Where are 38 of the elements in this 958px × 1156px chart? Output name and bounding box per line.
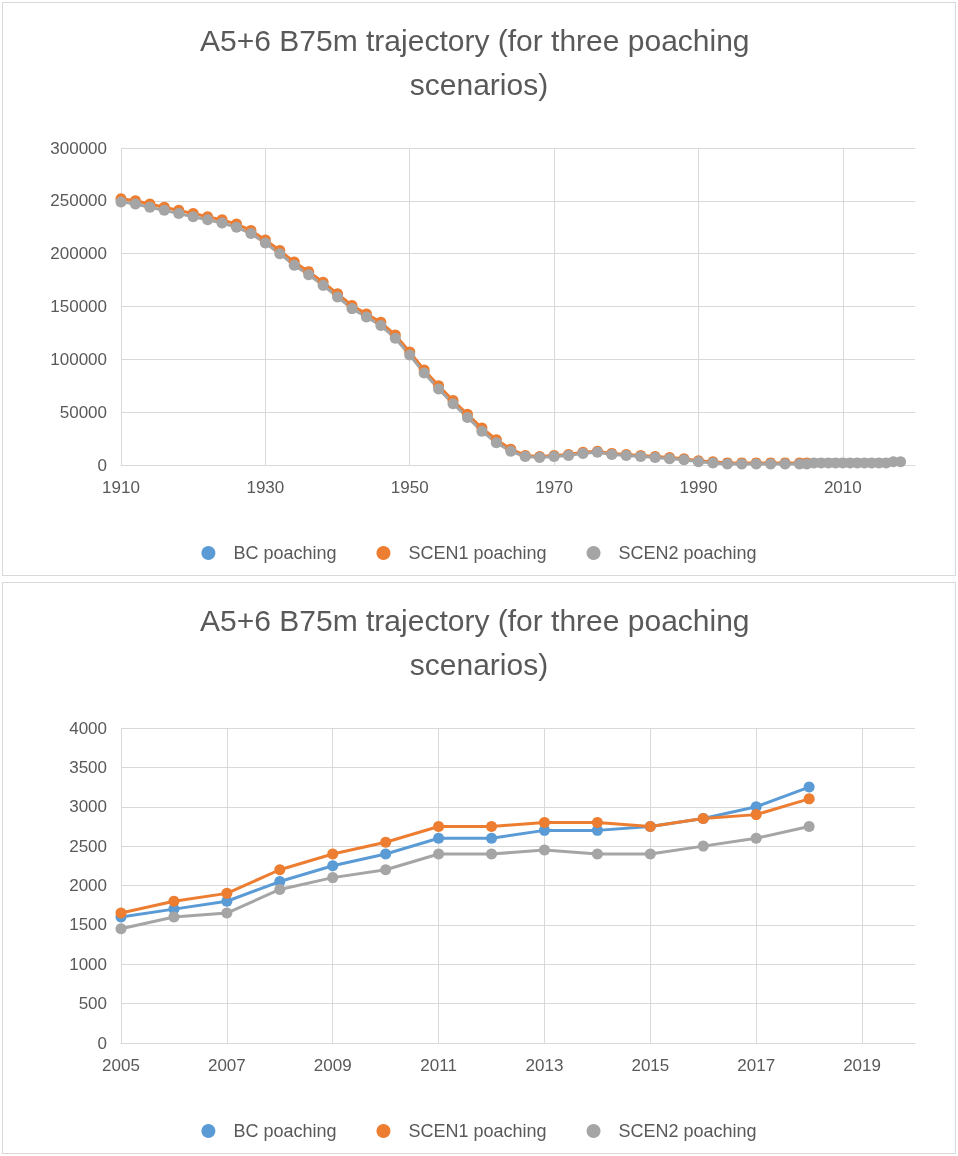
- x-tick-label: 1970: [535, 478, 573, 497]
- x-tick-label: 1930: [246, 478, 285, 497]
- y-tick-label: 1500: [69, 915, 107, 935]
- x-tick-label: 2011: [420, 1056, 457, 1075]
- y-tick-label: 3500: [69, 757, 107, 777]
- x-tick-label: 1910: [102, 478, 140, 497]
- legend-label: SCEN1 poaching: [408, 1121, 547, 1141]
- y-tick-label: 0: [97, 455, 107, 475]
- x-tick-label: 2015: [631, 1056, 670, 1075]
- chart-title: A5+6 B75m trajectory (for three poaching scenarios): [200, 603, 758, 681]
- chart-title: A5+6 B75m trajectory (for three poaching scenarios): [200, 23, 758, 101]
- x-tick-label: 2009: [313, 1056, 352, 1075]
- y-tick-label: 200000: [50, 244, 107, 264]
- legend-label: BC poaching: [233, 543, 337, 563]
- y-tick-label: 3000: [69, 797, 107, 817]
- y-tick-label: 250000: [50, 191, 107, 211]
- y-tick-label: 2500: [69, 836, 107, 856]
- y-tick-label: 1000: [69, 954, 107, 974]
- legend-label: SCEN1 poaching: [408, 543, 547, 563]
- x-tick-label: 2007: [207, 1056, 246, 1075]
- y-tick-label: 0: [97, 1033, 107, 1053]
- x-tick-label: 2013: [525, 1056, 564, 1075]
- x-tick-label: 2005: [102, 1056, 140, 1075]
- y-tick-label: 150000: [50, 297, 107, 316]
- x-tick-label: 1990: [679, 478, 718, 497]
- x-tick-label: 2017: [737, 1056, 776, 1075]
- y-tick-label: 50000: [59, 402, 107, 422]
- x-tick-label: 1950: [390, 478, 429, 497]
- y-tick-label: 2000: [69, 876, 107, 895]
- legend-label: SCEN2 poaching: [618, 543, 757, 563]
- x-tick-label: 2019: [843, 1056, 881, 1075]
- y-tick-label: 300000: [50, 138, 107, 158]
- legend-label: BC poaching: [233, 1121, 337, 1141]
- x-tick-label: 2010: [823, 478, 862, 497]
- y-tick-label: 500: [78, 994, 107, 1014]
- legend-label: SCEN2 poaching: [618, 1121, 757, 1141]
- y-tick-label: 100000: [50, 349, 107, 369]
- y-tick-label: 4000: [69, 718, 107, 738]
